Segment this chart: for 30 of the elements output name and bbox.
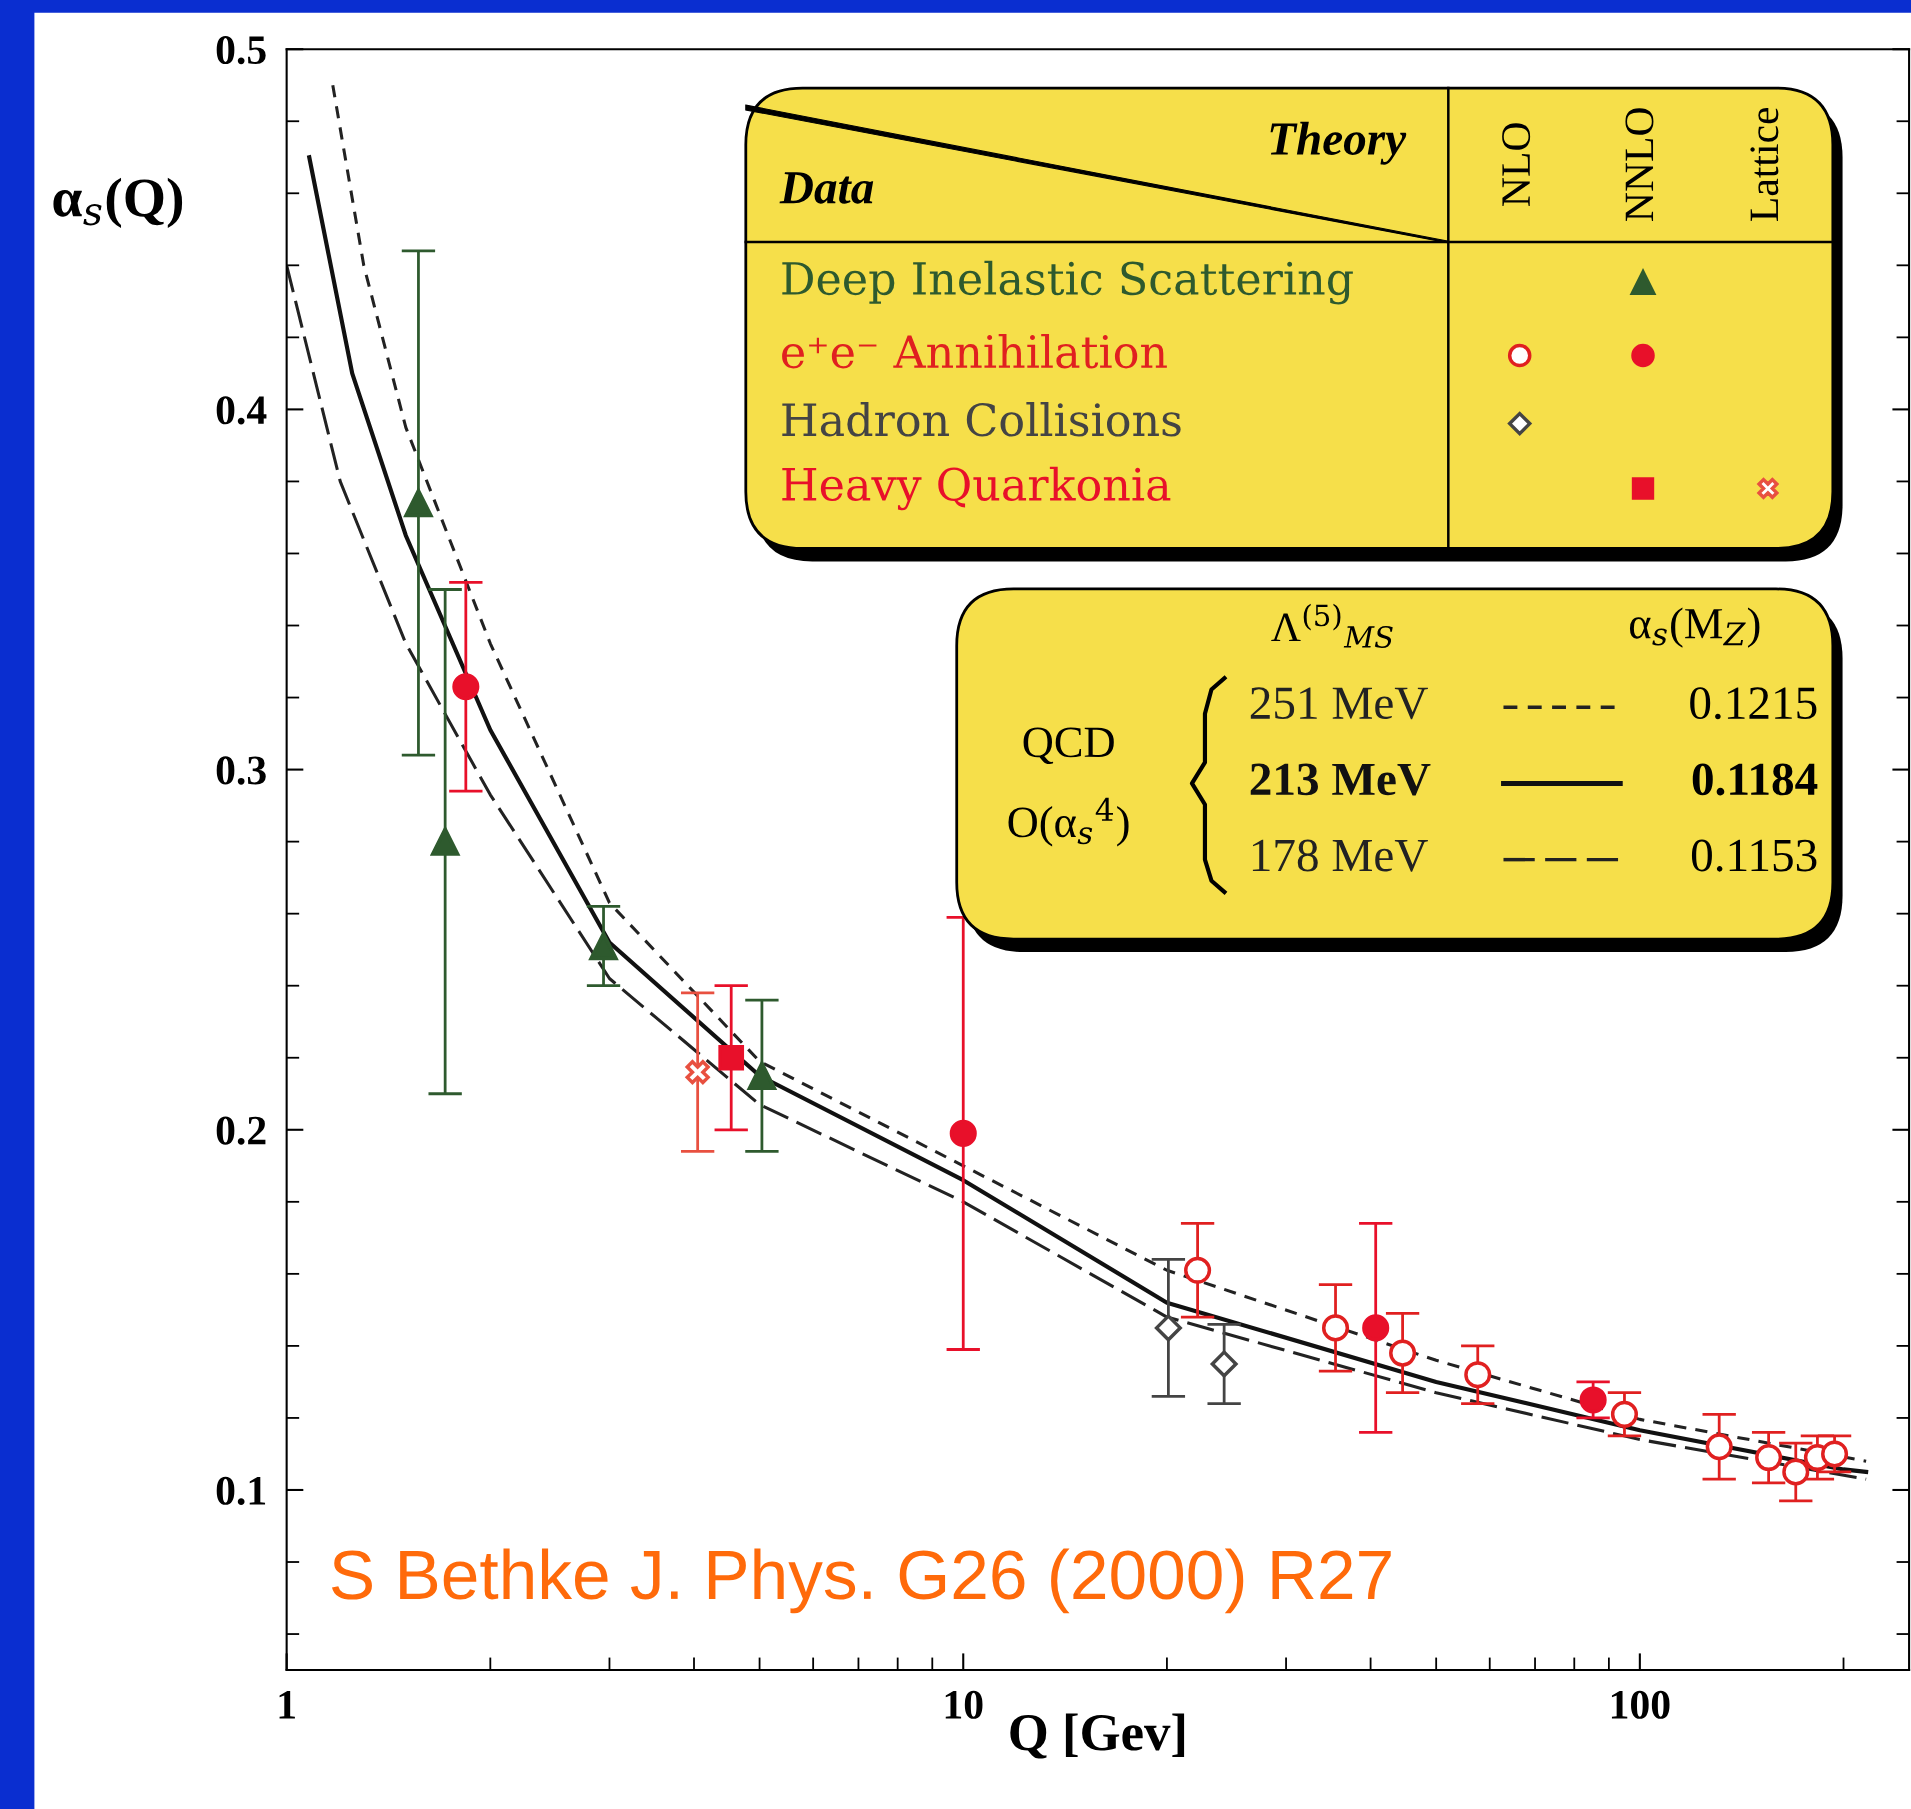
annotation: NNLO — [1625, 108, 1654, 221]
text: Hadron Collisions — [782, 402, 1181, 437]
legend-label: 178 MeV — [1252, 839, 1428, 872]
x-tick-label: 1 — [279, 1690, 295, 1719]
annotation: QCD — [1023, 727, 1114, 765]
y-tick-label: 0.4 — [216, 396, 267, 425]
annotation: Theory — [1270, 121, 1407, 165]
annotation: 0.1184 — [1692, 763, 1818, 796]
annotation: 0.1153 — [1691, 839, 1817, 872]
x-axis-title: Q [Gev] — [1010, 1713, 1185, 1759]
x-tick-label: 100 — [1611, 1690, 1670, 1719]
text: e⁺e⁻ Annihilation — [782, 334, 1167, 369]
annotation: O(α$_{s}$$^{4}$) — [1008, 797, 1129, 847]
legend-label: 213 MeV — [1250, 763, 1431, 796]
text: Deep Inelastic Scattering — [782, 260, 1353, 305]
y-axis-title: α$_{s}$(Q) — [53, 177, 183, 229]
annotation: Lattice — [1750, 107, 1779, 221]
y-tick-label: 0.3 — [216, 756, 266, 785]
y-tick-label: 0.2 — [216, 1116, 266, 1145]
text: Heavy Quarkonia — [782, 466, 1171, 511]
legend-label: 251 MeV — [1250, 687, 1428, 720]
annotation: S Bethke J. Phys. G26 (2000) R27 — [331, 1548, 1391, 1614]
annotation: Λ$^{(5)}$$_{MS}$ — [1271, 603, 1393, 648]
annotation: 0.1215 — [1690, 687, 1817, 720]
y-tick-label: 0.1 — [216, 1476, 266, 1506]
annotation: NLO — [1502, 123, 1531, 206]
y-tick-label: 0.5 — [216, 35, 266, 65]
annotation: Data — [779, 172, 874, 204]
annotation: α$_{s}$(M$_{Z}$) — [1629, 607, 1760, 648]
x-tick-label: 10 — [945, 1690, 983, 1719]
